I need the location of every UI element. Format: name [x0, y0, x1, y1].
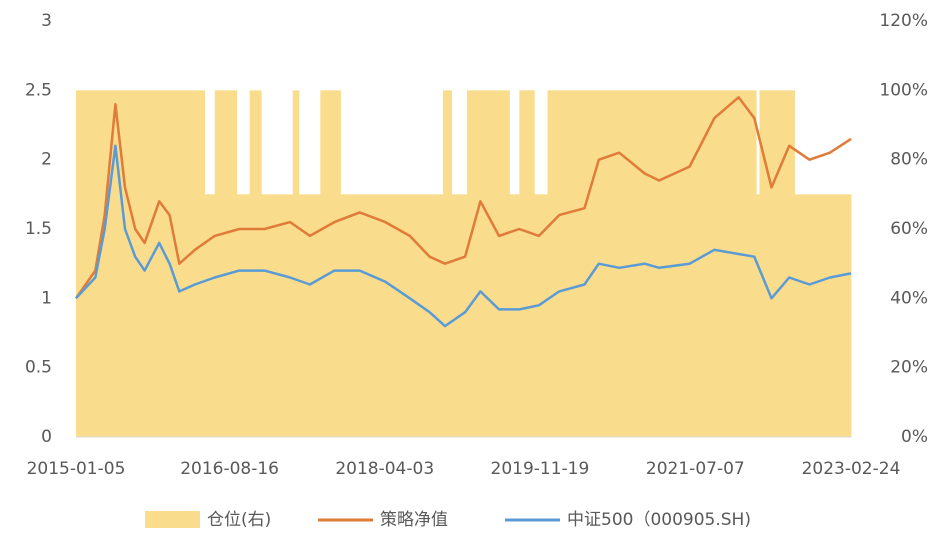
area-step [236, 194, 251, 437]
legend-label: 中证500（000905.SH) [567, 510, 751, 530]
y-tick-label: 2.5 [25, 80, 52, 100]
area-step [204, 194, 216, 437]
x-tick-label: 2019-11-19 [491, 459, 590, 479]
area-step [466, 90, 510, 437]
y2-tick-label: 40% [890, 288, 928, 308]
x-tick-label: 2016-08-16 [180, 459, 279, 479]
y2-tick-label: 20% [890, 358, 928, 378]
y2-tick-label: 0% [901, 427, 928, 447]
x-tick-label: 2015-01-05 [27, 459, 126, 479]
y-tick-label: 1 [41, 288, 52, 308]
area-step [534, 194, 548, 437]
y2-tick-label: 100% [879, 80, 928, 100]
y-tick-label: 1.5 [25, 219, 52, 239]
y-tick-label: 3 [41, 11, 52, 31]
line [74, 96, 852, 300]
area-step [509, 194, 520, 437]
legend-swatch [145, 511, 200, 528]
x-tick-label: 2021-07-07 [646, 459, 745, 479]
area-step [214, 90, 238, 437]
legend-label: 仓位(右) [207, 510, 271, 530]
area-step [298, 194, 321, 437]
y-tick-label: 0.5 [25, 358, 52, 378]
area-step [249, 90, 262, 437]
y-tick-label: 2 [41, 150, 52, 170]
area-step [261, 194, 294, 437]
y2-tick-label: 120% [879, 11, 928, 31]
line [75, 144, 852, 328]
area-step [547, 90, 757, 437]
area-step [320, 90, 341, 437]
area-step [519, 90, 535, 437]
x-tick-label: 2023-02-24 [802, 459, 901, 479]
area-step [292, 90, 300, 437]
area-step [794, 194, 852, 437]
x-tick-label: 2018-04-03 [335, 459, 434, 479]
y2-tick-label: 80% [890, 150, 928, 170]
area-step [759, 90, 795, 437]
y2-tick-label: 60% [890, 219, 928, 239]
area-step [756, 194, 760, 437]
legend-label: 策略净值 [380, 510, 448, 530]
area-step [340, 194, 444, 437]
y-tick-label: 0 [41, 427, 52, 447]
